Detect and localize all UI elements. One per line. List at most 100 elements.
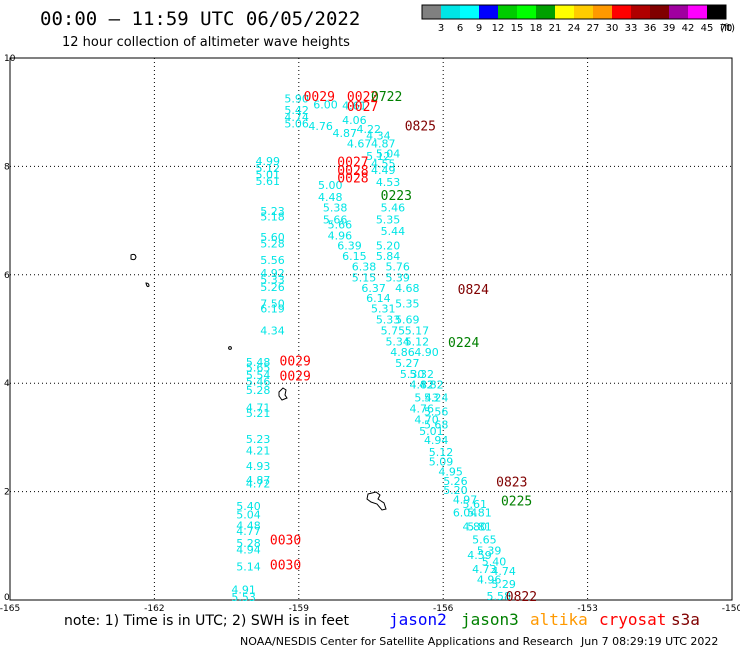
pass-time-label: 0823 [496, 476, 527, 491]
swh-value: 5.04 [236, 509, 261, 522]
swh-value: 6.00 [313, 98, 338, 111]
swh-value: 5.32 [410, 368, 435, 381]
swh-value: 6.37 [361, 282, 386, 295]
lon-tick-label: -159 [289, 604, 310, 614]
swh-value: 5.39 [477, 544, 502, 557]
swh-value: 5.56 [260, 254, 285, 267]
legend-label: (ft) [720, 23, 735, 34]
legend-label: 30 [606, 23, 619, 34]
swh-value: 5.31 [371, 303, 396, 316]
legend-label: 6 [457, 23, 463, 34]
swh-value: 5.76 [385, 260, 410, 273]
legend-swatch [707, 5, 726, 19]
swh-value: 5.81 [467, 521, 492, 534]
swh-value: 5.68 [424, 419, 449, 432]
pass-time-label: 0029 [280, 369, 311, 384]
swh-value: 4.96 [477, 574, 502, 587]
swh-value: 5.20 [376, 239, 401, 252]
pass-time-label: 0028 [337, 172, 368, 187]
swh-value: 4.87 [371, 137, 396, 150]
swh-value: 4.53 [376, 176, 401, 189]
swh-value: 5.23 [246, 433, 271, 446]
lon-tick-label: -165 [0, 604, 20, 614]
footer-timestamp: Jun 7 08:29:19 UTC 2022 [580, 635, 718, 648]
swh-value: 5.09 [429, 456, 454, 469]
swh-value: 5.33 [376, 314, 401, 327]
legend-label: 9 [476, 23, 482, 34]
swh-value: 5.60 [260, 231, 285, 244]
swh-value: 4.93 [246, 460, 271, 473]
island-outlines [130, 253, 387, 511]
legend-label: 3 [438, 23, 444, 34]
swh-value: 4.95 [438, 465, 463, 478]
swh-value: 4.87 [332, 127, 357, 140]
swh-value: 5.61 [255, 175, 279, 188]
island-outline [130, 253, 137, 261]
legend-label: 39 [663, 23, 676, 34]
swh-value: 5.28 [260, 238, 285, 251]
pass-time-label: 0029 [304, 90, 335, 105]
lat-tick-label: 0 [4, 593, 10, 603]
swh-value: 6.15 [342, 250, 367, 263]
legend-border [421, 4, 727, 20]
color-scale-legend: 3 6 9 12 15 18 21 24 27 30 33 36 39 42 45 70(ft) [421, 4, 735, 34]
satellite-legend-s3a: s3a [671, 610, 700, 629]
swh-value: 5.46 [246, 375, 271, 388]
legend-swatch [593, 5, 612, 19]
swh-value: 4.87 [246, 474, 271, 487]
legend-swatch [536, 5, 555, 19]
swh-value: 4.82 [410, 379, 435, 392]
page-title: 00:00 – 11:59 UTC 06/05/2022 [40, 8, 360, 30]
swh-value: 4.92 [260, 267, 285, 280]
satellite-legend-altika: altika [530, 610, 588, 629]
legend-swatch [688, 5, 707, 19]
legend-swatch [460, 5, 479, 19]
legend-swatch [650, 5, 669, 19]
lon-tick-label: -150 [722, 604, 740, 614]
swh-value: 4.97 [453, 494, 478, 507]
pass-time-label: 0224 [448, 336, 479, 351]
swh-value: 5.35 [376, 213, 401, 226]
swh-value: 5.69 [395, 314, 420, 327]
pass-time-label: 0027 [347, 100, 378, 115]
swh-value: 5.06 [284, 117, 309, 130]
island-outline [278, 387, 288, 401]
legend-label: 15 [511, 23, 524, 34]
swh-value: 5.30 [400, 368, 425, 381]
lon-tick-label: -153 [577, 604, 597, 614]
swh-value: 5.26 [443, 475, 468, 488]
swh-value: 5.27 [395, 357, 420, 370]
swh-value: 5.40 [236, 500, 261, 513]
swh-value: 4.96 [328, 230, 353, 243]
swh-value: 5.01 [419, 425, 444, 438]
swh-value: 5.15 [352, 271, 377, 284]
swh-value: 5.24 [424, 392, 449, 405]
legend-swatch [669, 5, 688, 19]
pass-time-label: 0223 [381, 189, 412, 204]
plot-border [9, 57, 733, 601]
legend-swatch [612, 5, 631, 19]
swh-value: 5.66 [323, 213, 348, 226]
swh-value: 6.38 [352, 260, 377, 273]
legend-label: 36 [644, 23, 657, 34]
pass-time-label: 0030 [270, 559, 301, 574]
island-outline [145, 282, 150, 288]
swh-value: 5.20 [443, 484, 468, 497]
legend-swatch [498, 5, 517, 19]
swh-value: 4.90 [414, 346, 439, 359]
swh-value: 5.48 [246, 356, 271, 369]
lat-tick-label: 2 [4, 488, 10, 498]
swh-value: 4.48 [236, 520, 261, 533]
lat-tick-label: 6 [4, 271, 10, 281]
lon-tick-label: -156 [433, 604, 454, 614]
swh-value: 4.76 [308, 120, 333, 133]
footer-note: note: 1) Time is in UTC; 2) SWH is in fe… [64, 613, 350, 629]
swh-value: 5.40 [482, 555, 507, 568]
swh-value: 5.58 [487, 590, 512, 603]
swh-value: 4.74 [284, 111, 309, 124]
legend-label: 18 [530, 23, 543, 34]
swh-value: 5.00 [318, 179, 343, 192]
lon-tick-label: -162 [144, 604, 164, 614]
pass-time-label: 0824 [458, 283, 489, 298]
